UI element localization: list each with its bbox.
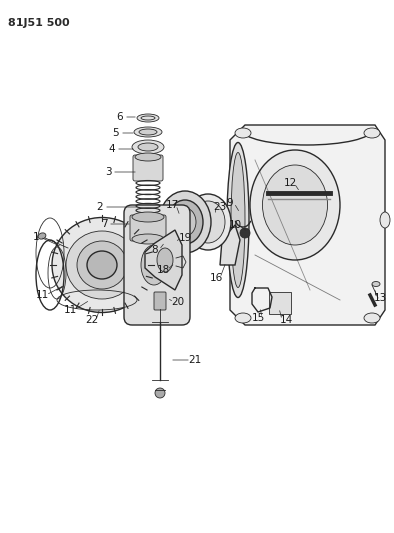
FancyBboxPatch shape (124, 205, 190, 325)
Text: 81J51 500: 81J51 500 (8, 18, 70, 28)
FancyBboxPatch shape (133, 155, 163, 181)
Ellipse shape (174, 208, 196, 236)
Ellipse shape (135, 153, 161, 161)
Text: 9: 9 (227, 198, 233, 208)
Ellipse shape (132, 234, 164, 244)
Ellipse shape (231, 152, 245, 287)
FancyBboxPatch shape (130, 215, 166, 241)
Ellipse shape (380, 212, 390, 228)
Ellipse shape (87, 251, 117, 279)
Ellipse shape (262, 165, 327, 245)
Ellipse shape (372, 281, 380, 287)
Text: 11: 11 (35, 290, 48, 300)
Ellipse shape (227, 142, 249, 297)
Text: 15: 15 (251, 313, 265, 323)
Polygon shape (145, 230, 182, 290)
Ellipse shape (191, 201, 225, 243)
Ellipse shape (66, 231, 138, 299)
Text: 4: 4 (109, 144, 115, 154)
Text: 6: 6 (117, 112, 123, 122)
Text: 17: 17 (165, 200, 178, 210)
Text: 7: 7 (101, 219, 107, 229)
Ellipse shape (38, 233, 46, 239)
Text: 1: 1 (33, 232, 39, 242)
Ellipse shape (157, 214, 183, 246)
Text: 16: 16 (209, 273, 223, 283)
Ellipse shape (185, 194, 231, 250)
Text: 13: 13 (374, 293, 387, 303)
Text: 5: 5 (113, 128, 119, 138)
Ellipse shape (364, 128, 380, 138)
Text: 18: 18 (156, 265, 170, 275)
Text: 2: 2 (97, 202, 103, 212)
Text: 20: 20 (171, 297, 184, 307)
Circle shape (155, 388, 165, 398)
Ellipse shape (137, 114, 159, 122)
Ellipse shape (157, 248, 173, 272)
Ellipse shape (235, 313, 251, 323)
Text: 12: 12 (283, 178, 297, 188)
FancyBboxPatch shape (154, 292, 166, 310)
Ellipse shape (77, 241, 127, 289)
Polygon shape (230, 125, 385, 325)
Ellipse shape (134, 127, 162, 137)
Ellipse shape (52, 217, 152, 312)
Text: 11: 11 (63, 305, 76, 315)
Circle shape (240, 228, 250, 238)
Ellipse shape (141, 245, 167, 285)
FancyBboxPatch shape (269, 292, 291, 314)
Ellipse shape (159, 191, 211, 253)
Text: 10: 10 (229, 220, 242, 230)
Ellipse shape (139, 129, 157, 135)
Polygon shape (220, 225, 240, 265)
Ellipse shape (132, 140, 164, 154)
Ellipse shape (132, 212, 164, 222)
Ellipse shape (235, 128, 251, 138)
Text: 23: 23 (214, 202, 227, 212)
Ellipse shape (250, 150, 340, 260)
Ellipse shape (162, 220, 178, 240)
Ellipse shape (138, 143, 158, 151)
Ellipse shape (364, 313, 380, 323)
Text: 19: 19 (178, 233, 191, 243)
Text: 14: 14 (279, 315, 293, 325)
Text: 3: 3 (105, 167, 112, 177)
Ellipse shape (167, 200, 203, 244)
Text: 21: 21 (188, 355, 202, 365)
Text: 22: 22 (85, 315, 98, 325)
Text: 8: 8 (152, 245, 158, 255)
